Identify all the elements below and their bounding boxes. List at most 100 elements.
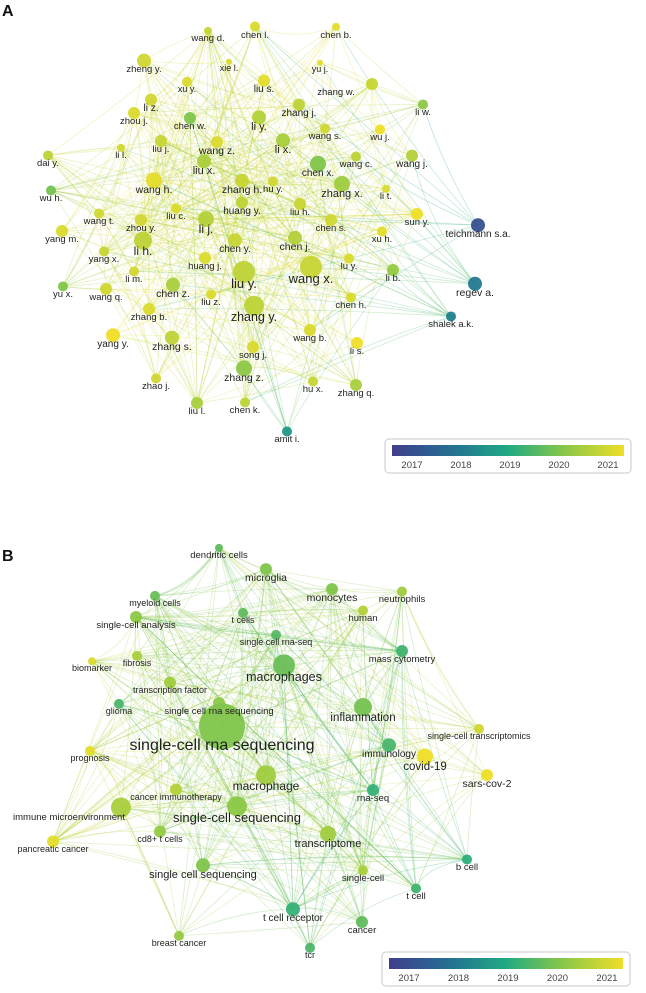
node-single-cell-transcriptomics[interactable] bbox=[474, 723, 484, 734]
node-zheng-y[interactable] bbox=[137, 53, 151, 68]
node-monocytes[interactable] bbox=[326, 583, 338, 596]
node-sun-y[interactable] bbox=[411, 208, 423, 221]
node-xu-y[interactable] bbox=[182, 76, 192, 87]
node-immunology[interactable] bbox=[382, 738, 396, 753]
node-huang-y[interactable] bbox=[236, 196, 248, 209]
node-regev-a[interactable] bbox=[468, 276, 482, 291]
node-hu-x[interactable] bbox=[308, 376, 318, 387]
node-teichmann-s-a[interactable] bbox=[471, 218, 485, 233]
node-t-cells[interactable] bbox=[238, 607, 248, 618]
node-xu-h[interactable] bbox=[377, 226, 387, 237]
node-transcriptome[interactable] bbox=[320, 825, 336, 842]
node-huang-j[interactable] bbox=[199, 252, 211, 265]
node-li-z[interactable] bbox=[145, 93, 157, 106]
node-li-x[interactable] bbox=[276, 133, 290, 148]
node-zhou-j[interactable] bbox=[128, 107, 140, 120]
node-neutrophils[interactable] bbox=[397, 586, 407, 597]
node-wang-t[interactable] bbox=[94, 208, 104, 219]
node-dai-y[interactable] bbox=[43, 150, 53, 161]
node-wang-x[interactable] bbox=[300, 255, 322, 278]
node-covid-19[interactable] bbox=[417, 748, 433, 765]
node-mass-cytometry[interactable] bbox=[396, 645, 408, 658]
node-cancer[interactable] bbox=[356, 916, 368, 929]
node-zhang-y[interactable] bbox=[244, 295, 264, 316]
node-li-w[interactable] bbox=[418, 99, 428, 110]
node-li-s[interactable] bbox=[351, 337, 363, 350]
node-wang-s[interactable] bbox=[320, 123, 330, 134]
node-hu-y[interactable] bbox=[268, 176, 278, 187]
node-yu-x[interactable] bbox=[58, 281, 68, 292]
node-yang-m[interactable] bbox=[56, 225, 68, 238]
node-macrophages[interactable] bbox=[273, 654, 295, 677]
node-single-cell[interactable] bbox=[358, 865, 368, 876]
node-wang-z[interactable] bbox=[211, 136, 223, 149]
node-yang-x[interactable] bbox=[99, 246, 109, 257]
node-liu-l[interactable] bbox=[191, 397, 203, 410]
node-chen-l[interactable] bbox=[250, 21, 260, 32]
node-single-cell-sequencing[interactable] bbox=[196, 858, 210, 873]
node-amit-i[interactable] bbox=[282, 426, 292, 437]
node-wang-j[interactable] bbox=[406, 149, 418, 162]
node-tcr[interactable] bbox=[305, 942, 315, 953]
node-single-cell-rna-seq[interactable] bbox=[271, 629, 281, 640]
node-t-cell-receptor[interactable] bbox=[286, 902, 300, 917]
node-immune-microenvironment[interactable] bbox=[111, 797, 131, 818]
node-breast-cancer[interactable] bbox=[174, 930, 184, 941]
node-macrophage[interactable] bbox=[256, 765, 276, 786]
node-sars-cov-2[interactable] bbox=[481, 769, 493, 782]
node-wang-q[interactable] bbox=[100, 283, 112, 296]
node-wu-j[interactable] bbox=[375, 124, 385, 135]
node-zhang-j[interactable] bbox=[293, 98, 305, 111]
node-yu-j[interactable] bbox=[317, 59, 323, 66]
node-single-cell-rna-sequencing[interactable] bbox=[199, 703, 245, 750]
node-pancreatic-cancer[interactable] bbox=[47, 835, 59, 848]
node-wang-c[interactable] bbox=[351, 151, 361, 162]
node-xie-l[interactable] bbox=[226, 58, 232, 65]
node-chen-b[interactable] bbox=[332, 22, 340, 31]
node-li-t[interactable] bbox=[382, 184, 390, 193]
node-li-h[interactable] bbox=[134, 231, 152, 250]
node-zhang-z[interactable] bbox=[236, 360, 252, 377]
node-zhang-w[interactable] bbox=[366, 78, 378, 91]
node-chen-x[interactable] bbox=[310, 155, 326, 172]
node-cd8-t-cells[interactable] bbox=[154, 825, 166, 838]
node-chen-h[interactable] bbox=[346, 292, 356, 303]
node-t-cell[interactable] bbox=[411, 883, 421, 894]
node-glioma[interactable] bbox=[114, 698, 124, 709]
node-rna-seq[interactable] bbox=[367, 784, 379, 797]
node-zhang-x[interactable] bbox=[334, 175, 350, 192]
node-cancer-immunotherapy[interactable] bbox=[170, 783, 182, 796]
node-dendritic-cells[interactable] bbox=[215, 543, 223, 552]
node-prognosis[interactable] bbox=[85, 745, 95, 756]
node-li-l[interactable] bbox=[117, 143, 125, 152]
node-transcription-factor[interactable] bbox=[164, 676, 176, 689]
node-wang-d[interactable] bbox=[204, 26, 212, 35]
node-chen-z[interactable] bbox=[166, 277, 180, 292]
node-liu-y[interactable] bbox=[233, 260, 255, 283]
node-zhang-b[interactable] bbox=[143, 303, 155, 316]
node-biomarker[interactable] bbox=[88, 657, 96, 666]
node-zhou-y[interactable] bbox=[135, 214, 147, 227]
node-chen-s[interactable] bbox=[325, 214, 337, 227]
node-yang-y[interactable] bbox=[106, 328, 120, 343]
node-liu-x[interactable] bbox=[197, 154, 211, 169]
node-myeloid-cells[interactable] bbox=[150, 590, 160, 601]
node-song-j[interactable] bbox=[247, 341, 259, 354]
node-chen-k[interactable] bbox=[240, 397, 250, 408]
node-li-b[interactable] bbox=[387, 264, 399, 277]
node-wang-h[interactable] bbox=[146, 172, 162, 189]
node-zhang-s[interactable] bbox=[165, 330, 179, 345]
node-wu-h[interactable] bbox=[46, 185, 56, 196]
node-b-cell[interactable] bbox=[462, 854, 472, 865]
node-shalek-a-k[interactable] bbox=[446, 311, 456, 322]
node-liu-j[interactable] bbox=[155, 135, 167, 148]
node-chen-w[interactable] bbox=[184, 112, 196, 125]
node-zhao-j[interactable] bbox=[151, 373, 161, 384]
node-wang-b[interactable] bbox=[304, 324, 316, 337]
node-single-cell-sequencing[interactable] bbox=[227, 796, 247, 817]
node-human[interactable] bbox=[358, 605, 368, 616]
node-inflammation[interactable] bbox=[354, 698, 372, 717]
node-li-y[interactable] bbox=[252, 110, 266, 125]
node-single-cell-analysis[interactable] bbox=[130, 611, 142, 624]
node-chen-j[interactable] bbox=[288, 230, 302, 245]
